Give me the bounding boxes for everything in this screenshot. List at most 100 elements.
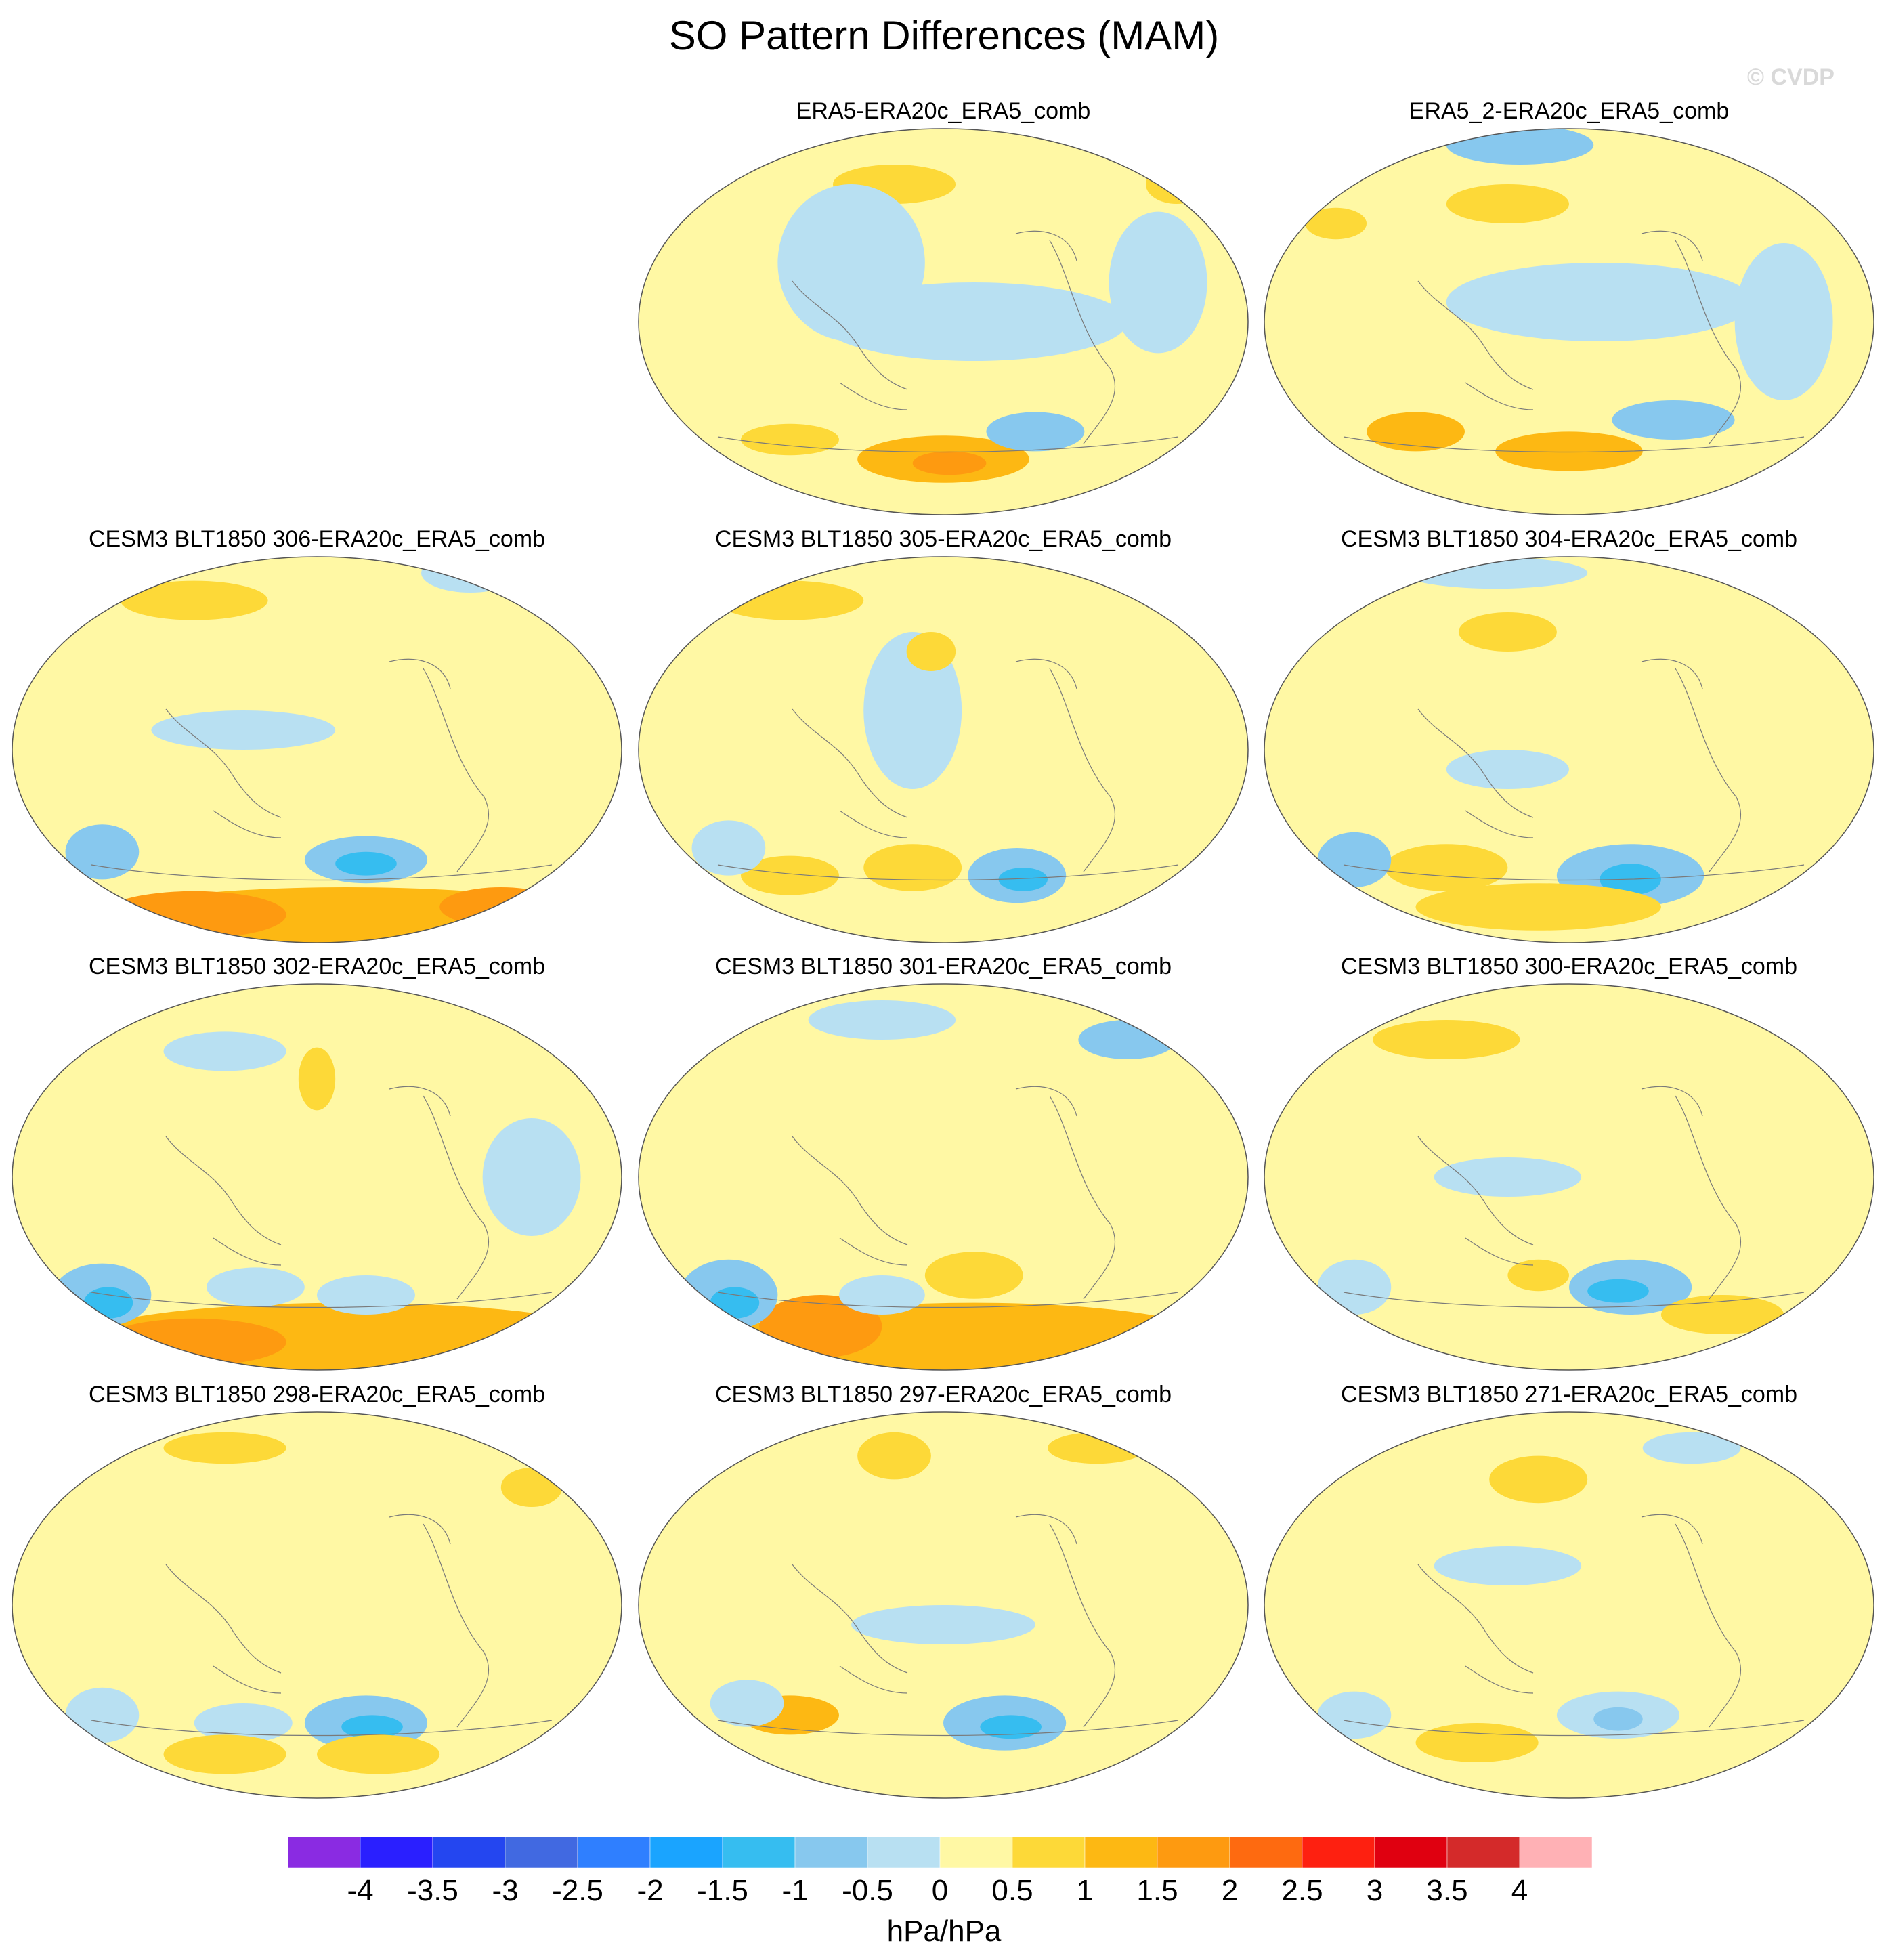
field-blob: [924, 1252, 1023, 1299]
map-svg: [638, 983, 1249, 1371]
panel-title: CESM3 BLT1850 297-ERA20c_ERA5_comb: [714, 1382, 1172, 1407]
panel-title: CESM3 BLT1850 302-ERA20c_ERA5_comb: [88, 954, 546, 979]
colorbar-tick-label: -2.5: [552, 1874, 603, 1907]
field-blob: [857, 1432, 931, 1480]
field-blob: [482, 1118, 581, 1236]
panel-title: ERA5_2-ERA20c_ERA5_comb: [1409, 98, 1730, 124]
field-blob: [316, 1734, 440, 1774]
panel-title: ERA5-ERA20c_ERA5_comb: [796, 98, 1091, 124]
colorbar-tick-label: 0: [932, 1874, 948, 1907]
field-blob: [1446, 184, 1569, 223]
coastline: [91, 1292, 553, 1308]
colorbar-swatch: [577, 1836, 651, 1869]
map-border: [638, 128, 1249, 515]
map-panel: CESM3 BLT1850 306-ERA20c_ERA5_comb: [10, 526, 624, 946]
field-blob: [710, 1680, 784, 1727]
map-panel: CESM3 BLT1850 304-ERA20c_ERA5_comb: [1262, 526, 1876, 946]
field-blob: [777, 184, 925, 341]
coastline: [1675, 1095, 1742, 1300]
field-blob: [759, 1295, 882, 1358]
field-blob: [1109, 211, 1207, 354]
panel-title: CESM3 BLT1850 300-ERA20c_ERA5_comb: [1340, 954, 1798, 979]
coastline: [1675, 240, 1742, 444]
colorbar-swatch: [287, 1836, 361, 1869]
map-panel: CESM3 BLT1850 301-ERA20c_ERA5_comb: [637, 954, 1250, 1373]
field-blob: [1434, 1546, 1582, 1585]
figure-title: SO Pattern Differences (MAM): [668, 13, 1220, 58]
map-field: [1264, 984, 1874, 1370]
map-field: [12, 1412, 622, 1798]
map-field: [639, 557, 1248, 943]
coastline: [1015, 230, 1077, 261]
field-blob: [1385, 844, 1508, 891]
colorbar-tick-label: -1.5: [697, 1874, 748, 1907]
coastline: [165, 1136, 282, 1245]
field-blob: [1434, 1157, 1582, 1197]
coastline: [165, 1564, 282, 1674]
map-svg: [638, 556, 1249, 943]
map-border: [1264, 128, 1874, 515]
field-blob: [1507, 1259, 1569, 1292]
field-blob: [163, 1734, 286, 1774]
coastline: [389, 658, 451, 689]
field-blob: [1317, 1691, 1392, 1739]
colorbar-swatch: [432, 1836, 506, 1869]
field-blob: [1415, 1723, 1539, 1762]
field-blob: [335, 851, 397, 876]
coastline: [839, 382, 908, 410]
coastline: [839, 1237, 908, 1266]
field-blob: [206, 1267, 305, 1307]
field-blob: [980, 1715, 1042, 1739]
map-field: [639, 1412, 1248, 1798]
map-border: [1264, 556, 1874, 943]
map-border: [638, 983, 1249, 1371]
field-blob: [65, 824, 140, 880]
map-field: [639, 129, 1248, 515]
field-background: [12, 557, 622, 943]
colorbar-tick-label: -1: [781, 1874, 808, 1907]
map-svg: [638, 128, 1249, 515]
field-blob: [1373, 1020, 1520, 1059]
coastline: [389, 1514, 451, 1545]
coastline: [1015, 1086, 1077, 1117]
field-blob: [1305, 207, 1367, 240]
field-blob: [1660, 1295, 1784, 1334]
field-blob: [316, 1275, 415, 1315]
map-border: [638, 1411, 1249, 1799]
map-panel: CESM3 BLT1850 297-ERA20c_ERA5_comb: [637, 1382, 1250, 1802]
coastline: [1049, 240, 1116, 444]
colorbar-swatch: [867, 1836, 941, 1869]
field-blob: [912, 451, 987, 475]
map-field: [12, 984, 622, 1370]
field-blob: [741, 423, 839, 456]
colorbar-tick-label: -3: [492, 1874, 518, 1907]
field-blob: [1495, 431, 1643, 471]
coastline: [91, 864, 553, 881]
field-blob: [851, 1605, 1035, 1644]
coastline: [1417, 1136, 1534, 1245]
colorbar-swatch: [505, 1836, 578, 1869]
coastline: [91, 1720, 553, 1737]
colorbar-tick-label: 3.5: [1426, 1874, 1467, 1907]
map-field: [1264, 1412, 1874, 1798]
field-blob: [151, 710, 336, 750]
colorbar-swatch: [1084, 1836, 1158, 1869]
coastline: [717, 864, 1179, 881]
colorbar-swatch: [1157, 1836, 1230, 1869]
map-field: [1264, 557, 1874, 943]
map-panel: CESM3 BLT1850 298-ERA20c_ERA5_comb: [10, 1382, 624, 1802]
coastline: [423, 1095, 490, 1300]
field-blob: [1415, 883, 1661, 931]
coastline: [1641, 230, 1703, 261]
panel-title: CESM3 BLT1850 301-ERA20c_ERA5_comb: [714, 954, 1172, 979]
coastline: [1049, 668, 1116, 872]
field-blob: [838, 1275, 925, 1315]
coastline: [1675, 668, 1742, 872]
coastline: [389, 1086, 451, 1117]
coastline: [792, 1136, 908, 1245]
coastline: [1343, 1292, 1805, 1308]
colorbar-swatch: [649, 1836, 723, 1869]
map-panel: CESM3 BLT1850 300-ERA20c_ERA5_comb: [1262, 954, 1876, 1373]
colorbar-swatch: [1229, 1836, 1303, 1869]
map-panel: CESM3 BLT1850 305-ERA20c_ERA5_comb: [637, 526, 1250, 946]
